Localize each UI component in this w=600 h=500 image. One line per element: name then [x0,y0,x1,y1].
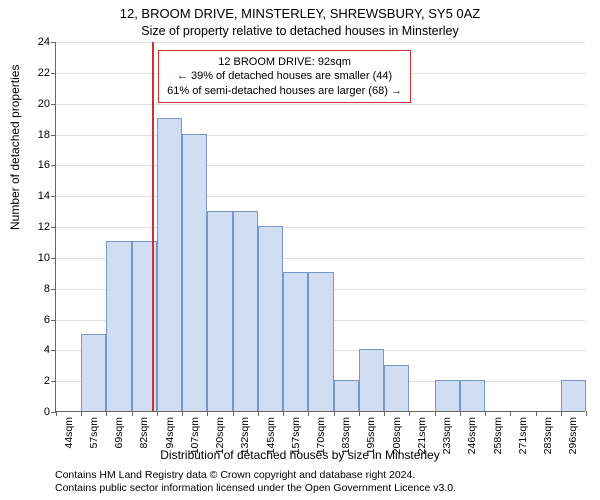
x-tick-mark [435,411,436,416]
histogram-bar [81,334,106,411]
histogram-bar [460,380,485,411]
x-axis-label: Distribution of detached houses by size … [0,448,600,462]
annotation-line: ← 39% of detached houses are smaller (44… [167,69,402,83]
gridline [56,165,585,166]
attribution-text: Contains HM Land Registry data © Crown c… [55,469,456,496]
y-tick-label: 18 [38,129,56,141]
x-tick-mark [56,411,57,416]
histogram-bar [106,241,131,411]
x-tick-mark [182,411,183,416]
histogram-bar [334,380,359,411]
histogram-bar [157,118,182,411]
histogram-bar [182,134,207,412]
y-tick-label: 22 [38,67,56,79]
chart-container: 12, BROOM DRIVE, MINSTERLEY, SHREWSBURY,… [0,0,600,500]
x-tick-mark [207,411,208,416]
x-tick-mark [359,411,360,416]
gridline [56,135,585,136]
x-tick-mark [258,411,259,416]
annotation-line: 61% of semi-detached houses are larger (… [167,84,402,98]
y-tick-label: 2 [44,375,56,387]
y-axis-label: Number of detached properties [8,65,22,230]
y-tick-label: 12 [38,221,56,233]
x-tick-label: 44sqm [63,411,75,449]
histogram-bar [207,211,232,411]
y-tick-label: 14 [38,190,56,202]
histogram-bar [233,211,258,411]
x-tick-label: 69sqm [113,411,125,449]
y-tick-label: 0 [44,406,56,418]
x-tick-mark [132,411,133,416]
y-tick-label: 6 [44,314,56,326]
y-tick-label: 8 [44,283,56,295]
histogram-bar [359,349,384,411]
histogram-bar [308,272,333,411]
x-tick-mark [233,411,234,416]
x-tick-mark [283,411,284,416]
histogram-bar [435,380,460,411]
gridline [56,227,585,228]
plot-area: 02468101214161820222444sqm57sqm69sqm82sq… [55,42,585,412]
x-tick-mark [485,411,486,416]
gridline [56,196,585,197]
x-tick-mark [157,411,158,416]
x-tick-mark [384,411,385,416]
x-tick-label: 57sqm [88,411,100,449]
histogram-bar [283,272,308,411]
gridline [56,42,585,43]
attribution-line: Contains public sector information licen… [55,482,456,496]
x-tick-mark [106,411,107,416]
y-tick-label: 16 [38,159,56,171]
attribution-line: Contains HM Land Registry data © Crown c… [55,469,456,483]
x-tick-mark [334,411,335,416]
histogram-bar [384,365,409,411]
chart-subtitle: Size of property relative to detached ho… [0,24,600,38]
x-tick-label: 94sqm [164,411,176,449]
x-tick-mark [510,411,511,416]
histogram-bar [561,380,586,411]
x-tick-mark [460,411,461,416]
chart-title: 12, BROOM DRIVE, MINSTERLEY, SHREWSBURY,… [0,6,600,21]
x-tick-mark [81,411,82,416]
x-tick-label: 82sqm [138,411,150,449]
y-tick-label: 10 [38,252,56,264]
x-tick-mark [308,411,309,416]
gridline [56,104,585,105]
x-tick-mark [586,411,587,416]
histogram-bar [258,226,283,411]
x-tick-mark [536,411,537,416]
x-tick-mark [561,411,562,416]
y-tick-label: 20 [38,98,56,110]
annotation-box: 12 BROOM DRIVE: 92sqm← 39% of detached h… [158,50,411,103]
x-tick-mark [409,411,410,416]
annotation-line: 12 BROOM DRIVE: 92sqm [167,55,402,69]
reference-line [152,42,154,411]
y-tick-label: 4 [44,344,56,356]
y-tick-label: 24 [38,36,56,48]
